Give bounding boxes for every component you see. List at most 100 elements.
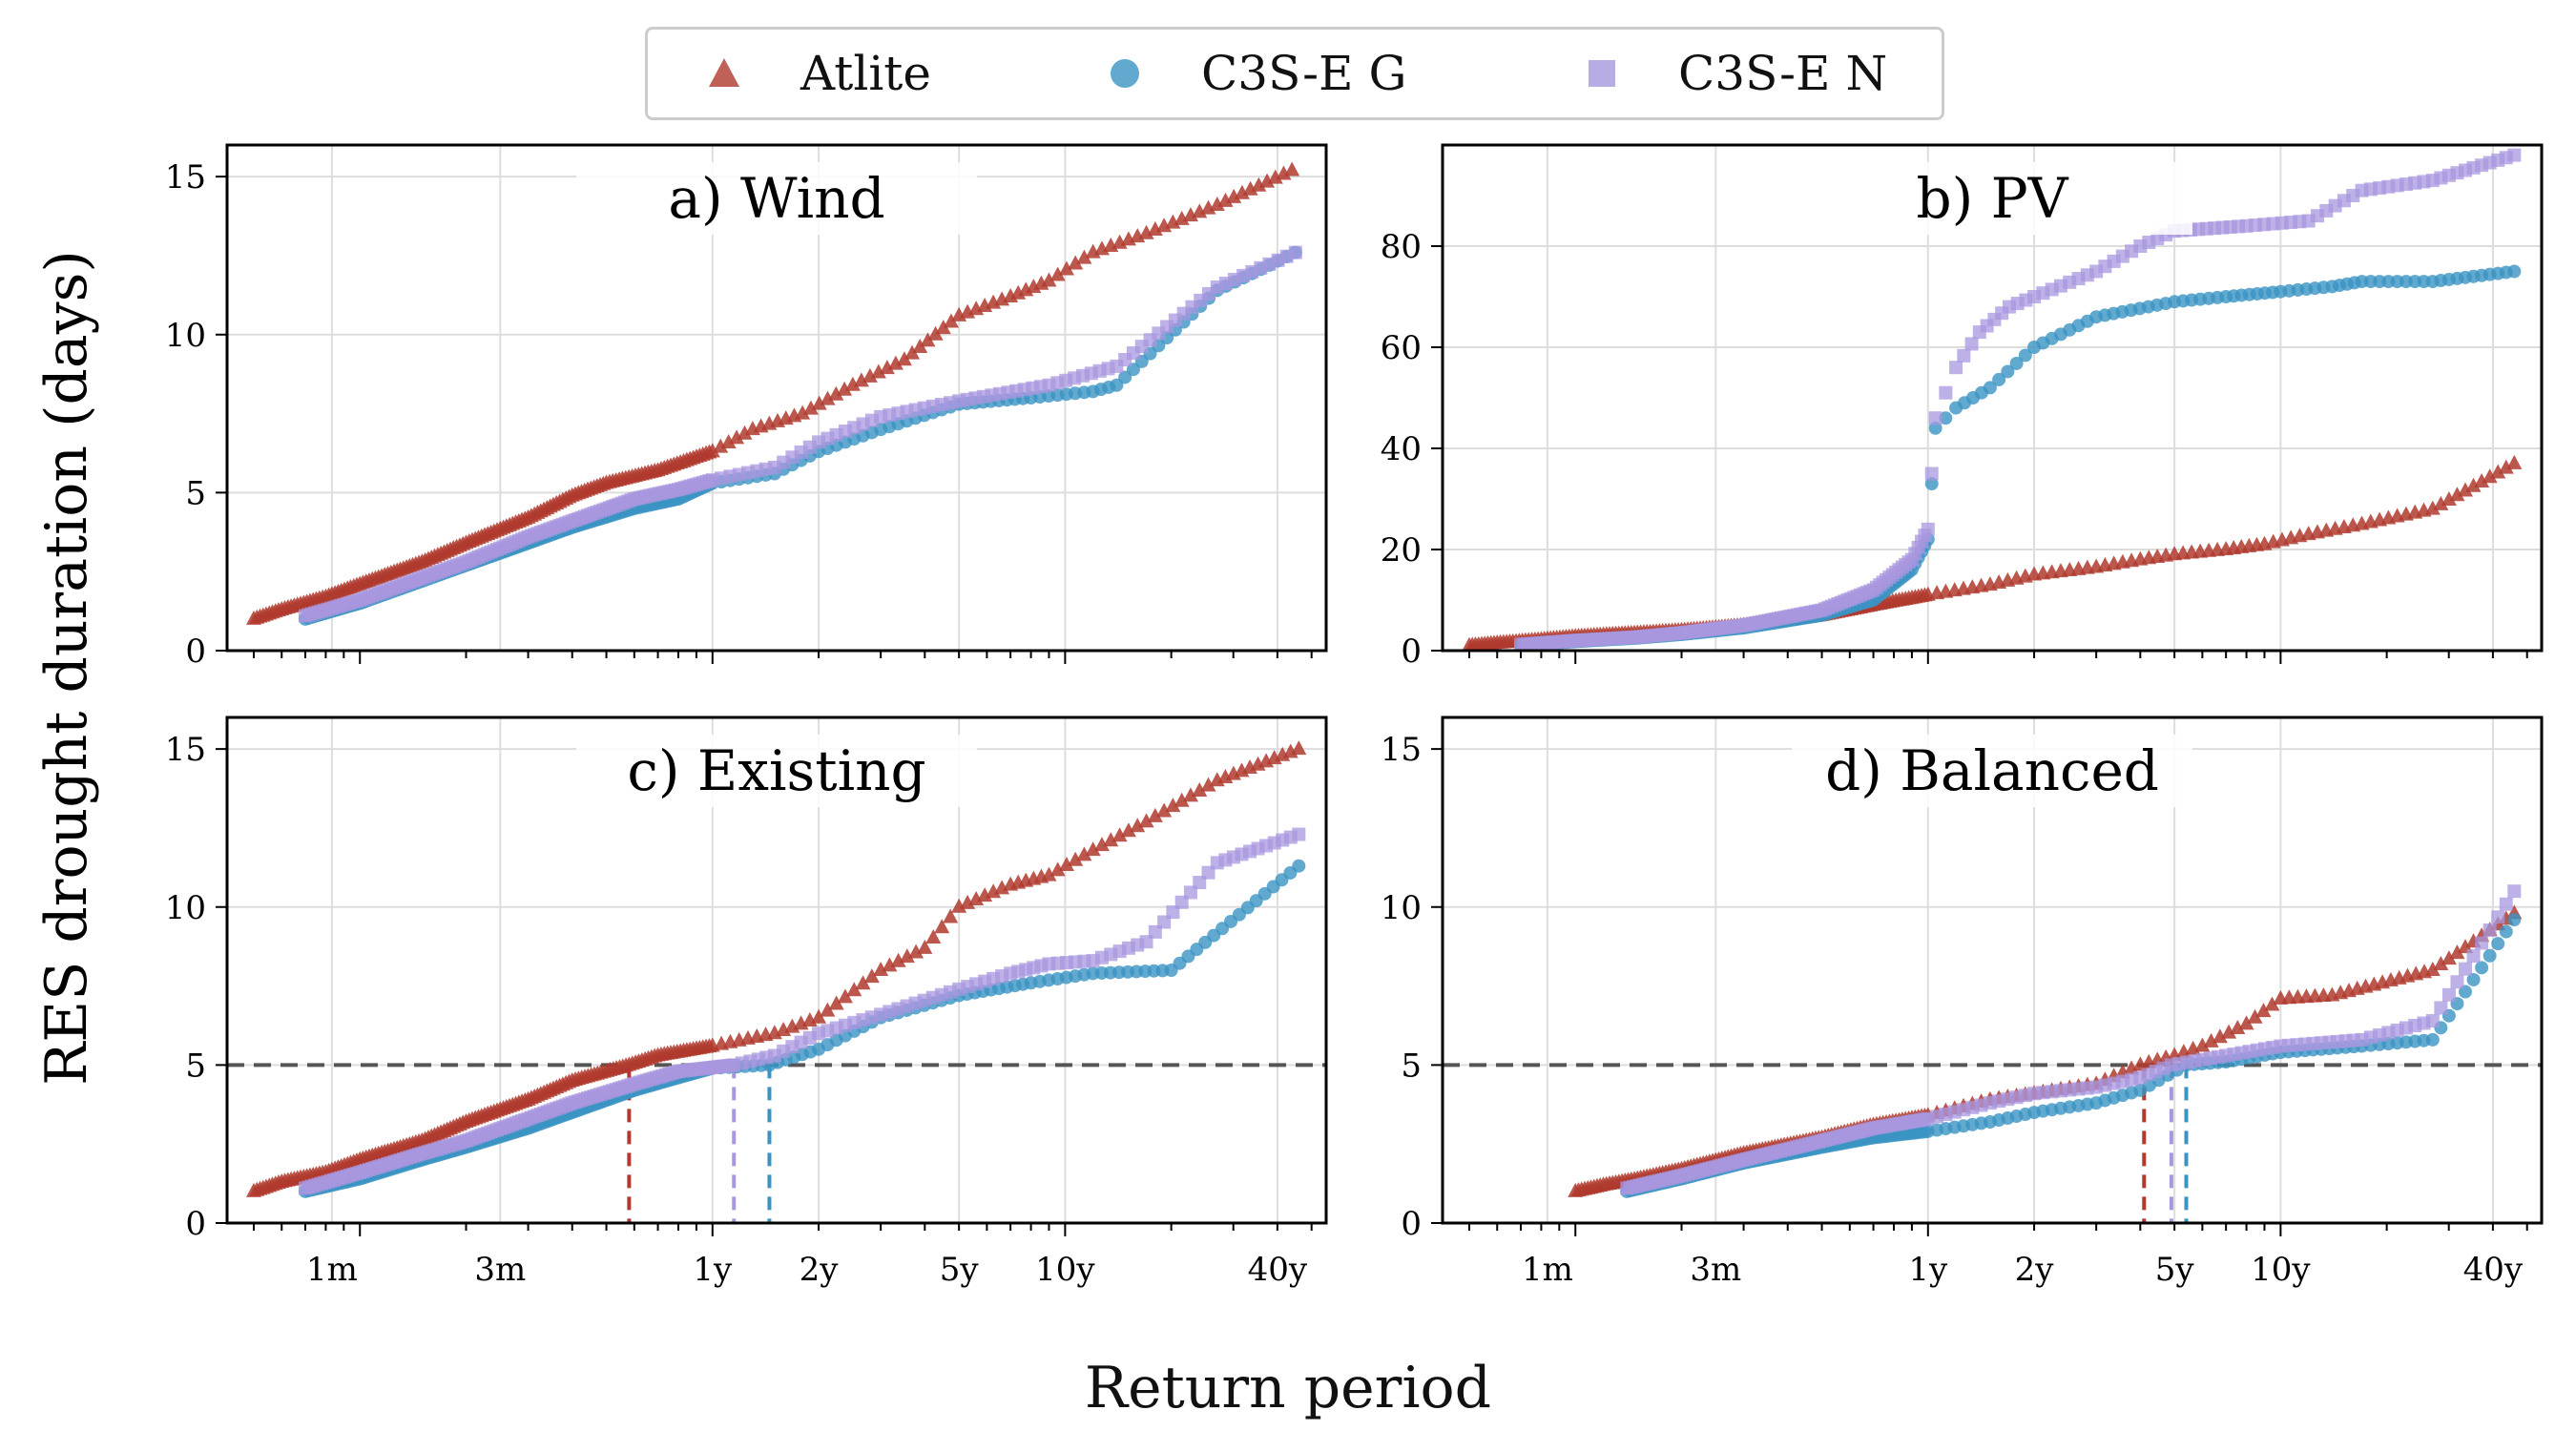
data-point-atlite: [737, 425, 753, 440]
y-tick-label: 5: [185, 1047, 206, 1085]
data-point-atlite: [2449, 487, 2465, 502]
x-tick-label: 2y: [800, 1251, 840, 1289]
data-point-atlite: [1234, 184, 1250, 199]
data-point-c3se-n: [1292, 827, 1306, 841]
data-point-atlite: [1049, 861, 1066, 877]
data-point-atlite: [2424, 962, 2441, 976]
x-tick-label: 1y: [693, 1251, 733, 1289]
data-point-c3se-n: [1928, 411, 1942, 425]
y-tick-label: 0: [185, 633, 206, 671]
legend-item-atlite: Atlite: [705, 30, 931, 117]
y-tick-label: 80: [1381, 228, 1422, 266]
data-point-atlite: [862, 367, 878, 383]
data-point-atlite: [870, 363, 886, 379]
panel-frame: [225, 143, 1328, 653]
data-point-atlite: [1251, 176, 1267, 192]
data-point-atlite: [2465, 477, 2482, 492]
triangle-marker-icon: [709, 58, 739, 87]
series-c3se-n: [298, 827, 1306, 1195]
data-point-atlite: [2490, 464, 2506, 479]
data-point-atlite: [863, 968, 880, 984]
x-tick-label: 3m: [1690, 1251, 1741, 1289]
data-point-c3se-n: [1939, 385, 1953, 400]
data-point-c3se-g: [2507, 913, 2522, 926]
data-point-atlite: [1058, 260, 1074, 276]
data-point-atlite: [2433, 956, 2449, 971]
data-point-c3se-g: [1928, 421, 1942, 435]
data-point-atlite: [2441, 491, 2457, 507]
data-point-atlite: [837, 988, 853, 1004]
data-point-atlite: [1165, 798, 1181, 813]
svg-text:RES drought duration (days): RES drought duration (days): [33, 250, 100, 1086]
y-axis-label: RES drought duration (days): [33, 250, 100, 1086]
data-point-atlite: [2498, 459, 2514, 474]
data-point-c3se-g: [2425, 1032, 2440, 1047]
data-point-atlite: [1093, 837, 1110, 852]
data-point-atlite: [887, 355, 904, 370]
data-point-atlite: [943, 908, 959, 923]
data-point-atlite: [1111, 827, 1128, 842]
data-point-c3se-g: [2507, 264, 2522, 279]
data-point-atlite: [1217, 192, 1234, 207]
panel-title: b) PV: [1916, 166, 2068, 231]
data-point-atlite: [2194, 1037, 2211, 1052]
data-point-atlite: [1049, 266, 1066, 281]
data-point-atlite: [820, 1002, 836, 1017]
y-tick-label: 0: [185, 1205, 206, 1243]
data-point-c3se-n: [1921, 522, 1935, 536]
y-tick-label: 10: [165, 889, 206, 927]
data-point-atlite: [920, 332, 936, 347]
data-point-atlite: [873, 962, 889, 976]
data-point-c3se-g: [1992, 372, 2006, 386]
data-point-atlite: [828, 385, 844, 401]
x-tick-label: 2y: [2015, 1251, 2055, 1289]
panel-title-background: [576, 735, 977, 807]
data-point-atlite: [1058, 857, 1074, 872]
series-c3se-n: [1513, 148, 2522, 652]
data-point-atlite: [2221, 1024, 2237, 1039]
legend-label: Atlite: [800, 46, 931, 101]
x-tick-label: 5y: [940, 1251, 980, 1289]
data-point-c3se-g: [1292, 859, 1306, 873]
data-point-atlite: [1041, 272, 1057, 287]
data-point-atlite: [2433, 495, 2449, 510]
data-point-atlite: [2247, 1008, 2263, 1024]
y-tick-label: 15: [165, 731, 206, 769]
data-point-c3se-n: [2491, 910, 2505, 924]
data-point-atlite: [2458, 482, 2474, 497]
y-tick-label: 40: [1381, 430, 1422, 468]
series-c3se-n: [1620, 884, 2522, 1195]
data-point-atlite: [994, 880, 1010, 895]
y-tick-label: 10: [165, 317, 206, 355]
data-point-atlite: [1276, 165, 1292, 180]
data-point-atlite: [2474, 472, 2490, 487]
panel-a: 0 5 10 15 a) Wind: [165, 143, 1328, 671]
panel-title: c) Existing: [627, 738, 925, 803]
data-point-atlite: [720, 434, 737, 449]
data-point-c3se-g: [2018, 348, 2032, 363]
data-point-atlite: [2255, 1003, 2272, 1018]
data-point-atlite: [802, 400, 819, 415]
data-point-atlite: [1103, 832, 1119, 847]
data-point-atlite: [704, 443, 720, 458]
data-point-atlite: [960, 894, 976, 909]
x-tick-label: 10y: [1035, 1251, 1095, 1289]
data-point-atlite: [1200, 777, 1216, 792]
data-point-atlite: [899, 948, 915, 964]
data-point-atlite: [925, 929, 942, 944]
data-point-c3se-n: [2499, 897, 2513, 911]
x-tick-label: 1y: [1908, 1251, 1948, 1289]
panel-frame: [1441, 143, 2544, 653]
panel-d: 0 5 10 15 1m 3m 1y 2y 5y 10y 40y d) Balanced: [1381, 716, 2544, 1289]
data-point-atlite: [855, 975, 871, 990]
data-point-atlite: [846, 982, 862, 997]
data-point-atlite: [968, 891, 985, 906]
data-point-atlite: [853, 372, 869, 387]
x-axis-label: Return period: [1084, 1355, 1492, 1421]
data-point-c3se-n: [2425, 1014, 2440, 1027]
data-point-atlite: [1068, 851, 1084, 866]
data-point-atlite: [2212, 1028, 2228, 1044]
data-point-atlite: [1076, 249, 1092, 264]
data-point-c3se-g: [1939, 411, 1953, 425]
